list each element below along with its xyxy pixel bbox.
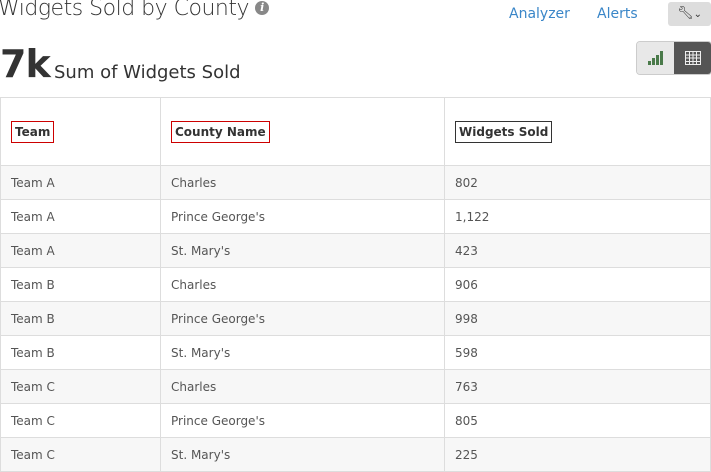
table-row: Team C Charles 763 (0, 369, 711, 404)
column-header-county[interactable]: County Name (160, 97, 445, 166)
table-view-button[interactable] (674, 42, 711, 74)
county-cell: Prince George's (160, 403, 445, 438)
info-icon[interactable]: i (255, 1, 269, 15)
summary-label: Sum of Widgets Sold (54, 62, 241, 83)
analyzer-link[interactable]: Analyzer (509, 6, 570, 22)
team-cell: Team A (0, 199, 161, 234)
widgets-sold-cell: 906 (444, 267, 711, 302)
wrench-icon: 🔧︎ (677, 6, 694, 21)
view-toggle (636, 41, 711, 75)
header-label: County Name (171, 120, 270, 143)
team-cell: Team A (0, 233, 161, 268)
widgets-sold-cell: 763 (444, 369, 711, 404)
team-cell: Team C (0, 403, 161, 438)
table-row: Team C St. Mary's 225 (0, 437, 711, 472)
team-cell: Team B (0, 335, 161, 370)
widgets-sold-cell: 805 (444, 403, 711, 438)
table-grid-icon (684, 51, 701, 65)
table-row: Team A St. Mary's 423 (0, 233, 711, 268)
widgets-sold-cell: 423 (444, 233, 711, 268)
widgets-sold-cell: 1,122 (444, 199, 711, 234)
table-row: Team B St. Mary's 598 (0, 335, 711, 370)
title-text: Widgets Sold by County (0, 0, 250, 21)
county-cell: Charles (160, 369, 445, 404)
county-cell: St. Mary's (160, 437, 445, 472)
table-row: Team C Prince George's 805 (0, 403, 711, 438)
bar-chart-icon (647, 51, 663, 65)
header-label: Team (11, 120, 55, 143)
data-table: Team County Name Widgets Sold Team A Char… (0, 97, 711, 472)
county-cell: Prince George's (160, 301, 445, 336)
team-cell: Team C (0, 369, 161, 404)
county-cell: St. Mary's (160, 233, 445, 268)
widgets-sold-cell: 598 (444, 335, 711, 370)
page-title: Widgets Sold by County i (0, 0, 269, 21)
column-header-team[interactable]: Team (0, 97, 161, 166)
widgets-sold-cell: 802 (444, 165, 711, 200)
county-cell: Charles (160, 165, 445, 200)
table-row: Team B Charles 906 (0, 267, 711, 302)
team-cell: Team B (0, 267, 161, 302)
table-row: Team A Charles 802 (0, 165, 711, 200)
header-label: Widgets Sold (455, 120, 553, 143)
chevron-down-icon: ⌄ (693, 9, 702, 20)
chart-view-button[interactable] (637, 42, 674, 74)
widgets-sold-cell: 225 (444, 437, 711, 472)
county-cell: Prince George's (160, 199, 445, 234)
county-cell: St. Mary's (160, 335, 445, 370)
column-header-widgets-sold[interactable]: Widgets Sold (444, 97, 711, 166)
widgets-sold-cell: 998 (444, 301, 711, 336)
tools-menu-button[interactable]: 🔧︎⌄ (668, 2, 711, 26)
county-cell: Charles (160, 267, 445, 302)
team-cell: Team A (0, 165, 161, 200)
alerts-link[interactable]: Alerts (597, 6, 638, 22)
table-row: Team A Prince George's 1,122 (0, 199, 711, 234)
team-cell: Team C (0, 437, 161, 472)
team-cell: Team B (0, 301, 161, 336)
table-row: Team B Prince George's 998 (0, 301, 711, 336)
summary-value: 7k (0, 42, 51, 86)
